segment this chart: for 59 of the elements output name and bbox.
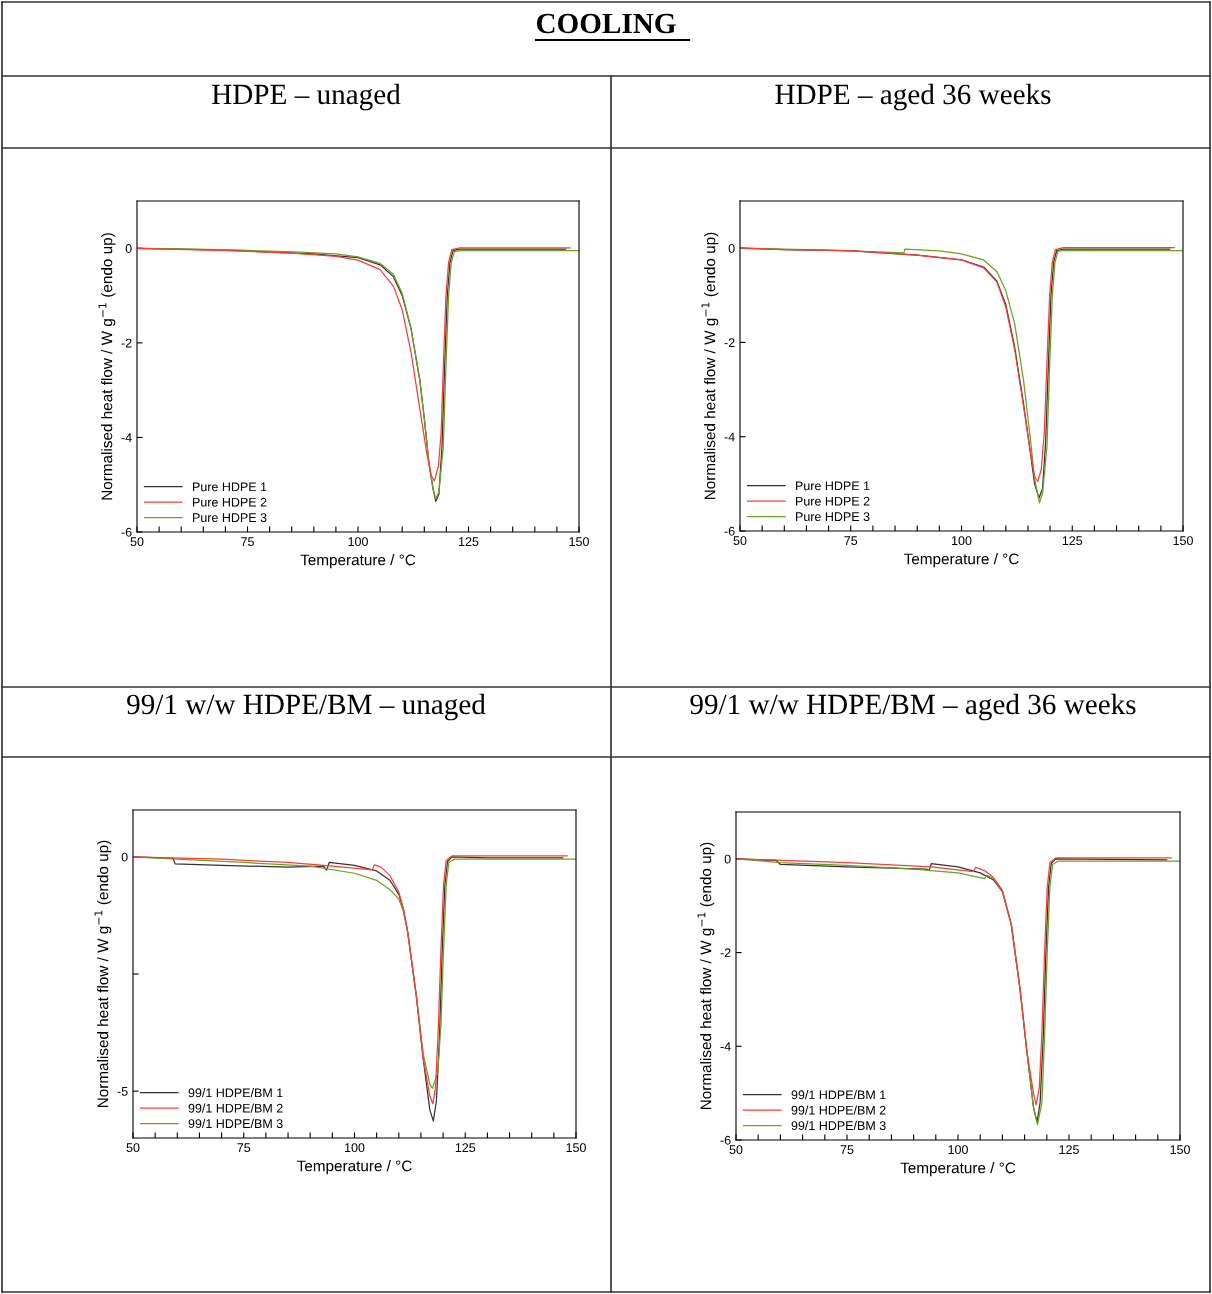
y-tick-label: 0 [728, 243, 735, 253]
x-tick-label: 100 [345, 1143, 365, 1153]
x-tick-label: 75 [844, 536, 858, 546]
y-tick-label: -4 [720, 1042, 731, 1051]
y-tick-label: -2 [720, 948, 731, 958]
y-tick-label: -4 [121, 433, 132, 442]
x-tick-label: 150 [566, 1143, 586, 1153]
x-tick-label: 125 [459, 537, 479, 547]
legend-label: Pure HDPE 2 [193, 497, 267, 507]
legend-label: 99/1 HDPE/BM 2 [791, 1105, 886, 1115]
x-axis-title: Temperature / °C [297, 1160, 412, 1175]
x-axis-title: Temperature / °C [300, 554, 416, 569]
x-tick-label: 50 [126, 1143, 140, 1153]
legend-label: 99/1 HDPE/BM 2 [188, 1103, 283, 1113]
x-tick-label: 50 [729, 1145, 743, 1155]
x-tick-label: 125 [1062, 536, 1083, 546]
chart-title: 99/1 w/w HDPE/BM – unaged [127, 693, 486, 721]
x-tick-label: 150 [1170, 1145, 1190, 1155]
y-tick-label: -2 [724, 338, 735, 347]
chart-title: HDPE – aged 36 weeks [775, 83, 1051, 111]
y-tick-label: 0 [724, 854, 731, 864]
y-tick-label: -2 [121, 338, 132, 348]
y-axis-title: Normalised heat flow / W g$^{−1}$ (endo up) [701, 232, 719, 500]
y-tick-label: -5 [117, 1087, 128, 1096]
y-tick-label: 0 [125, 244, 132, 253]
legend-label: Pure HDPE 1 [796, 481, 870, 491]
x-tick-label: 150 [569, 537, 589, 547]
legend-label: Pure HDPE 3 [796, 512, 870, 522]
x-tick-label: 50 [130, 537, 144, 547]
chart-title: HDPE – unaged [212, 83, 401, 111]
y-axis-title: Normalised heat flow / W g$^{−1}$ (endo up) [697, 842, 715, 1110]
x-tick-label: 125 [455, 1143, 476, 1153]
y-tick-label: 0 [121, 852, 128, 862]
x-tick-label: 75 [237, 1143, 251, 1153]
legend-label: 99/1 HDPE/BM 1 [791, 1090, 886, 1100]
x-axis-title: Temperature / °C [900, 1162, 1016, 1177]
y-tick-label: -4 [724, 432, 735, 442]
y-tick-label: -6 [720, 1135, 731, 1145]
x-tick-label: 150 [1173, 536, 1193, 546]
x-tick-label: 50 [733, 536, 747, 546]
legend-label: Pure HDPE 2 [796, 496, 870, 506]
legend-label: Pure HDPE 3 [193, 513, 267, 523]
y-axis-title: Normalised heat flow / W g$^{−1}$ (endo up) [98, 233, 116, 500]
legend-label: Pure HDPE 1 [193, 482, 267, 492]
chart-title: 99/1 w/w HDPE/BM – aged 36 weeks [690, 693, 1136, 721]
legend-label: 99/1 HDPE/BM 3 [791, 1120, 886, 1131]
x-axis-title: Temperature / °C [904, 553, 1019, 568]
x-tick-label: 100 [948, 1145, 968, 1155]
legend-label: 99/1 HDPE/BM 3 [188, 1118, 283, 1129]
legend-label: 99/1 HDPE/BM 1 [188, 1088, 283, 1098]
x-tick-label: 100 [952, 536, 972, 546]
y-axis-title: Normalised heat flow / W g$^{−1}$ (endo up) [94, 840, 112, 1108]
x-tick-label: 100 [348, 537, 368, 547]
x-tick-label: 75 [241, 537, 254, 547]
text: COOLING [536, 13, 676, 34]
x-tick-label: 125 [1059, 1145, 1079, 1155]
y-tick-label: -6 [121, 527, 132, 537]
y-tick-label: -6 [724, 526, 735, 536]
x-tick-label: 75 [840, 1145, 854, 1155]
